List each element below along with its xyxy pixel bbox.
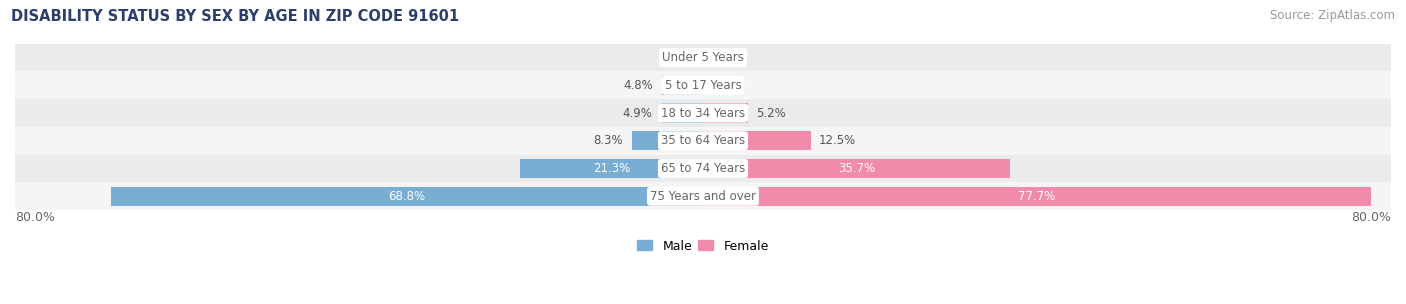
Text: 12.5%: 12.5%: [820, 134, 856, 147]
Bar: [703, 103, 748, 123]
Text: 65 to 74 Years: 65 to 74 Years: [661, 162, 745, 175]
Text: 35 to 64 Years: 35 to 64 Years: [661, 134, 745, 147]
Bar: [15, 182, 1391, 210]
Bar: [661, 103, 703, 123]
Text: 68.8%: 68.8%: [388, 190, 426, 203]
Text: 35.7%: 35.7%: [838, 162, 875, 175]
Text: 8.3%: 8.3%: [593, 134, 623, 147]
Text: 5.2%: 5.2%: [756, 107, 786, 119]
Text: 4.9%: 4.9%: [623, 107, 652, 119]
Text: 77.7%: 77.7%: [1018, 190, 1056, 203]
Bar: [15, 155, 1391, 182]
Bar: [662, 76, 703, 95]
Text: 0.0%: 0.0%: [665, 51, 695, 64]
Bar: [631, 131, 703, 150]
Bar: [520, 159, 703, 178]
Bar: [703, 187, 1371, 206]
Bar: [15, 99, 1391, 127]
Text: Source: ZipAtlas.com: Source: ZipAtlas.com: [1270, 9, 1395, 22]
Text: 75 Years and over: 75 Years and over: [650, 190, 756, 203]
Text: 80.0%: 80.0%: [1351, 212, 1391, 224]
Text: 4.8%: 4.8%: [623, 79, 654, 92]
Bar: [15, 127, 1391, 155]
Legend: Male, Female: Male, Female: [637, 240, 769, 253]
Text: 5 to 17 Years: 5 to 17 Years: [665, 79, 741, 92]
Bar: [703, 159, 1010, 178]
Bar: [111, 187, 703, 206]
Text: 80.0%: 80.0%: [15, 212, 55, 224]
Text: Under 5 Years: Under 5 Years: [662, 51, 744, 64]
Text: 0.0%: 0.0%: [711, 51, 741, 64]
Text: 21.3%: 21.3%: [593, 162, 630, 175]
Bar: [703, 131, 810, 150]
Bar: [15, 44, 1391, 71]
Text: 18 to 34 Years: 18 to 34 Years: [661, 107, 745, 119]
Bar: [15, 71, 1391, 99]
Text: 0.0%: 0.0%: [711, 79, 741, 92]
Text: DISABILITY STATUS BY SEX BY AGE IN ZIP CODE 91601: DISABILITY STATUS BY SEX BY AGE IN ZIP C…: [11, 9, 460, 24]
